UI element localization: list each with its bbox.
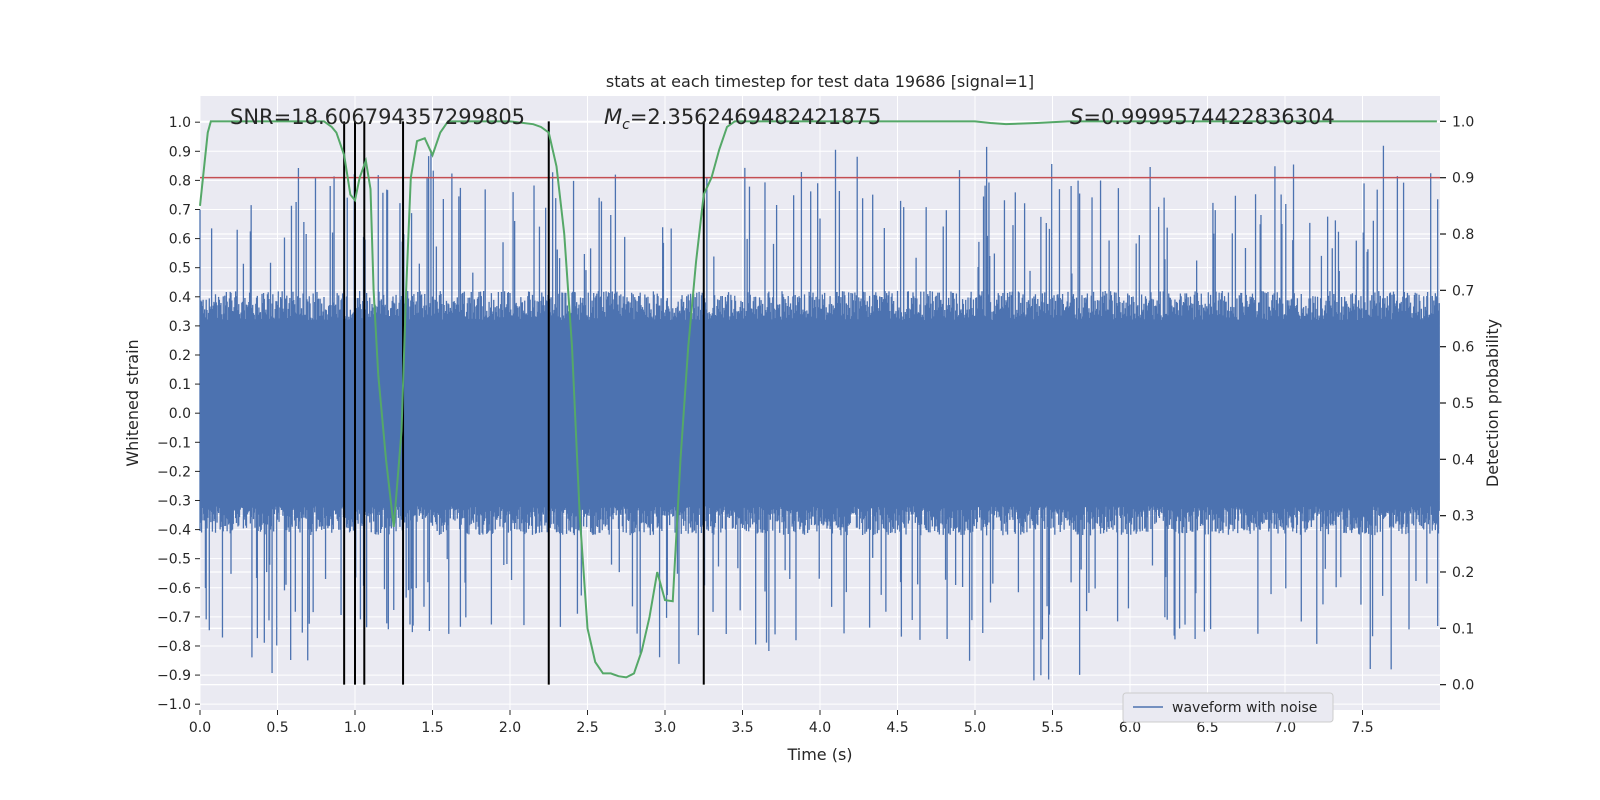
y-left-tick-label-5: −0.5 (157, 552, 191, 568)
x-tick-label-15: 7.5 (1351, 720, 1373, 736)
x-axis-ticks: 0.0 0.5 1.0 1.5 2.0 2.5 3.0 3.5 4.0 4.5 5.0 5.5 6.0 6… (189, 710, 1374, 736)
x-tick-label-11: 5.5 (1041, 720, 1063, 736)
y-right-tick-label-1: 0.1 (1452, 621, 1474, 637)
x-tick-label-5: 2.5 (576, 720, 598, 736)
y-left-tick-label-14: 0.4 (169, 290, 191, 306)
y-right-tick-label-0: 0.0 (1452, 678, 1474, 694)
y-right-tick-label-4: 0.4 (1452, 452, 1474, 468)
y-right-tick-label-9: 0.9 (1452, 171, 1474, 187)
x-tick-label-3: 1.5 (421, 720, 443, 736)
x-tick-label-7: 3.5 (731, 720, 753, 736)
y-right-tick-label-2: 0.2 (1452, 565, 1474, 581)
x-tick-label-8: 4.0 (809, 720, 831, 736)
right-y-axis-ticks: 0.0 0.1 0.2 0.3 0.4 0.5 0.6 0.7 0.8 0.9 1.0 (1440, 114, 1474, 694)
y-left-tick-label-18: 0.8 (169, 173, 191, 189)
s-annotation: S=0.9999574422836304 (1070, 105, 1335, 129)
y-left-tick-label-12: 0.2 (169, 348, 191, 364)
legend-box (1122, 692, 1334, 723)
x-tick-label-6: 3.0 (654, 720, 676, 736)
y-left-tick-label-16: 0.6 (169, 232, 191, 248)
legend-label-waveform: waveform with noise (1172, 700, 1317, 716)
y-left-tick-label-7: −0.3 (157, 493, 191, 509)
y-left-tick-label-0: −1.0 (157, 697, 191, 713)
chirp-mass-value: =2.3562469482421875 (630, 105, 881, 129)
chirp-mass-symbol: M (604, 105, 622, 129)
y-left-tick-label-6: −0.4 (157, 523, 191, 539)
y-right-tick-label-10: 1.0 (1452, 114, 1474, 130)
x-tick-label-0: 0.0 (189, 720, 211, 736)
x-tick-label-4: 2.0 (499, 720, 521, 736)
x-tick-label-12: 6.0 (1119, 720, 1141, 736)
left-y-axis-label: Whitened strain (123, 339, 142, 466)
x-tick-label-10: 5.0 (964, 720, 986, 736)
y-left-tick-label-2: −0.8 (157, 639, 191, 655)
chirp-mass-annotation: Mc=2.3562469482421875 (604, 105, 881, 133)
legend: waveform with noise (1122, 692, 1334, 723)
s-value: =0.9999574422836304 (1083, 105, 1334, 129)
waveform-line (199, 145, 1440, 681)
right-y-axis-label: Detection probability (1483, 319, 1502, 487)
y-left-tick-label-10: 0.0 (169, 406, 191, 422)
y-left-tick-label-13: 0.3 (169, 319, 191, 335)
x-tick-label-1: 0.5 (266, 720, 288, 736)
waveform-series (199, 145, 1440, 681)
y-left-tick-label-20: 1.0 (169, 115, 191, 131)
y-left-tick-label-9: −0.1 (157, 435, 191, 451)
y-right-tick-label-6: 0.6 (1452, 340, 1474, 356)
detection-probability-series (199, 120, 1437, 679)
snr-annotation: SNR=18.606794357299805 (230, 105, 525, 129)
x-tick-label-14: 7.0 (1274, 720, 1296, 736)
chart-title: stats at each timestep for test data 196… (606, 72, 1034, 91)
y-right-tick-label-7: 0.7 (1452, 283, 1474, 299)
y-left-tick-label-11: 0.1 (169, 377, 191, 393)
x-tick-label-13: 6.5 (1196, 720, 1218, 736)
detection-probability-line (199, 120, 1437, 679)
event-markers (343, 121, 705, 685)
y-left-tick-label-17: 0.7 (169, 202, 191, 218)
y-left-tick-label-15: 0.5 (169, 261, 191, 277)
y-left-tick-label-8: −0.2 (157, 464, 191, 480)
x-tick-label-2: 1.0 (344, 720, 366, 736)
y-left-tick-label-4: −0.6 (157, 581, 191, 597)
y-right-tick-label-8: 0.8 (1452, 227, 1474, 243)
x-tick-label-9: 4.5 (886, 720, 908, 736)
y-right-tick-label-3: 0.3 (1452, 509, 1474, 525)
left-y-axis-ticks: −1.0 −0.9 −0.8 −0.7 −0.6 −0.5 −0.4 −0.3 −0.2 −0.1… (157, 115, 200, 713)
y-left-tick-label-3: −0.7 (157, 610, 191, 626)
s-symbol: S (1070, 105, 1083, 129)
x-axis-label: Time (s) (786, 745, 852, 764)
y-right-tick-label-5: 0.5 (1452, 396, 1474, 412)
y-left-tick-label-1: −0.9 (157, 668, 191, 684)
y-left-tick-label-19: 0.9 (169, 144, 191, 160)
chirp-mass-subscript: c (622, 117, 630, 133)
